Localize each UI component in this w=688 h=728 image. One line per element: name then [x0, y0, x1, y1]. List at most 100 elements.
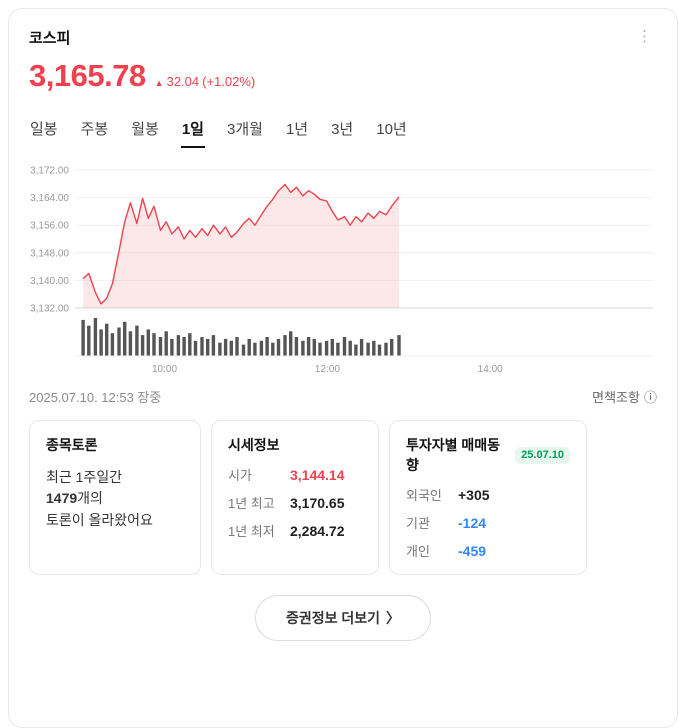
volume-bar — [211, 335, 216, 356]
investor-row-individual: 개인 -459 — [406, 541, 570, 560]
volume-bar — [170, 338, 174, 356]
discussion-line-2: 1479개의 — [46, 488, 184, 510]
volume-bar — [276, 338, 281, 356]
volume-bar — [241, 344, 246, 356]
more-securities-info-button[interactable]: 증권정보 더보기 〉 — [254, 595, 432, 641]
x-axis-label: 10:00 — [152, 364, 177, 375]
quote-value: 3,144.14 — [290, 467, 345, 483]
quote-row-year-high: 1년 최고 3,170.65 — [228, 493, 362, 512]
volume-bar — [128, 331, 133, 356]
volume-bar — [200, 337, 204, 356]
volume-bar — [283, 335, 287, 356]
volume-bar — [390, 338, 394, 356]
tab-3years[interactable]: 3년 — [331, 121, 354, 138]
volume-bar — [336, 342, 340, 356]
investor-value: -459 — [458, 543, 487, 559]
volume-bar — [193, 340, 198, 356]
discussion-card[interactable]: 종목토론 최근 1주일간 1479개의 토론이 올라왔어요 — [29, 420, 201, 575]
current-index-value: 3,165.78 — [29, 58, 146, 93]
index-chart: 3,172.00 3,164.00 3,156.00 3,148.00 3,140.00… — [30, 166, 653, 375]
tab-10years[interactable]: 10년 — [376, 121, 407, 138]
volume-bar — [247, 338, 251, 356]
chart-area: 3,172.00 3,164.00 3,156.00 3,148.00 3,140.00… — [29, 160, 657, 383]
index-title: 코스피 — [29, 30, 71, 47]
quote-label: 1년 최고 — [228, 496, 275, 511]
price-change: ▲ 32.04 (+1.02%) — [155, 74, 256, 89]
volume-bar — [312, 338, 316, 356]
tab-1year[interactable]: 1년 — [285, 121, 309, 138]
volume-bar — [377, 344, 382, 356]
volume-bar — [87, 325, 91, 356]
quote-card-title: 시세정보 — [228, 437, 280, 453]
panel-footer: 증권정보 더보기 〉 — [29, 595, 657, 641]
volume-bar — [318, 342, 322, 356]
volume-bar — [164, 331, 168, 356]
tab-weekly-candle[interactable]: 주봉 — [80, 121, 109, 138]
volume-bar — [117, 327, 121, 356]
investor-row-institution: 기관 -124 — [406, 513, 570, 532]
volume-bar — [140, 335, 145, 356]
tab-3months[interactable]: 3개월 — [226, 121, 263, 138]
volume-bar — [146, 329, 150, 356]
y-axis-label: 3,164.00 — [30, 193, 69, 204]
more-menu-icon[interactable]: ⋮ — [637, 28, 652, 45]
price-row: 3,165.78 ▲ 32.04 (+1.02%) — [29, 58, 657, 94]
chevron-right-icon: 〉 — [386, 610, 401, 626]
volume-bar — [384, 342, 388, 356]
summary-cards: 종목토론 최근 1주일간 1479개의 토론이 올라왔어요 시세정보 시가 3,… — [29, 420, 657, 575]
tab-1day[interactable]: 1일 — [180, 116, 205, 148]
volume-bar — [306, 337, 311, 356]
volume-bar — [366, 342, 370, 356]
disclaimer-link[interactable]: 면책조항 ⓘ — [592, 387, 657, 406]
volume-bar — [135, 325, 139, 356]
tab-daily-candle[interactable]: 일봉 — [30, 121, 58, 138]
volume-bar — [301, 340, 305, 356]
volume-bar — [182, 337, 186, 356]
disclaimer-label: 면책조항 — [592, 390, 640, 405]
investor-label: 외국인 — [406, 488, 442, 503]
volume-bar — [206, 338, 210, 356]
discussion-count: 1479 — [46, 490, 78, 507]
volume-bar — [218, 342, 222, 356]
volume-bar — [99, 329, 103, 356]
investor-row-foreign: 외국인 +305 — [406, 485, 570, 504]
volume-bar — [223, 338, 228, 356]
volume-bar — [158, 337, 163, 356]
quote-row-open: 시가 3,144.14 — [228, 465, 362, 484]
status-row: 2025.07.10. 12:53 장중 면책조항 ⓘ — [29, 387, 657, 406]
y-axis-label: 3,172.00 — [30, 166, 69, 177]
discussion-card-title: 종목토론 — [46, 437, 98, 453]
volume-bar — [253, 342, 257, 356]
volume-bar — [93, 318, 98, 356]
volume-bar — [81, 319, 85, 356]
more-button-label: 증권정보 더보기 — [285, 610, 381, 626]
quote-value: 3,170.65 — [290, 495, 345, 511]
volume-bar — [397, 335, 401, 356]
investor-card-title: 투자자별 매매동향 — [406, 437, 501, 473]
volume-bar — [342, 337, 347, 356]
volume-bar — [105, 323, 109, 356]
volume-bar — [372, 340, 376, 356]
x-axis-label: 14:00 — [478, 364, 503, 375]
volume-bar — [229, 340, 233, 356]
period-tabs: 일봉 주봉 월봉 1일 3개월 1년 3년 10년 — [29, 116, 657, 148]
volume-bar — [330, 338, 334, 356]
y-axis-label: 3,140.00 — [30, 276, 69, 287]
y-axis-label: 3,156.00 — [30, 221, 69, 232]
change-percent: (+1.02%) — [202, 74, 256, 89]
volume-bar — [235, 337, 239, 356]
quote-value: 2,284.72 — [290, 523, 345, 539]
date-badge: 25.07.10 — [515, 446, 570, 464]
y-axis-label: 3,148.00 — [30, 248, 69, 259]
volume-bar — [354, 344, 358, 356]
price-line — [82, 183, 400, 305]
price-area-fill — [83, 184, 399, 308]
y-axis-label: 3,132.00 — [30, 304, 69, 315]
discussion-line-3: 토론이 올라왔어요 — [46, 512, 153, 529]
tab-monthly-candle[interactable]: 월봉 — [131, 121, 159, 138]
investor-trends-card: 투자자별 매매동향 25.07.10 외국인 +305 기관 -124 개인 -… — [389, 420, 587, 575]
up-arrow-icon: ▲ — [154, 78, 164, 88]
change-value: 32.04 — [166, 74, 200, 89]
volume-bar — [359, 338, 364, 356]
timestamp: 2025.07.10. 12:53 장중 — [29, 390, 162, 405]
